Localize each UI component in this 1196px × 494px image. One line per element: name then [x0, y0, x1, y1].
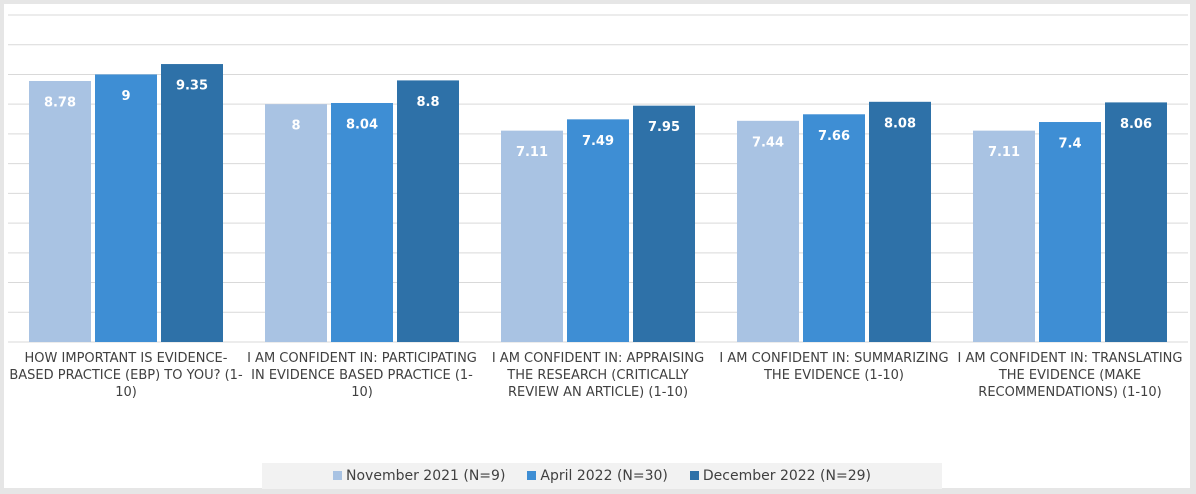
legend-swatch: [527, 471, 537, 480]
legend-swatch: [333, 471, 343, 480]
bar: [161, 64, 223, 343]
data-label: 7.44: [752, 135, 784, 150]
data-label: 8.08: [884, 116, 916, 131]
chart-area: 8.78 9 9.35 8 8.04 8.8 7.11 7.49 7.95 7.44 7.66 8.0…: [4, 4, 1190, 489]
data-label: 7.11: [988, 145, 1020, 160]
bar: [567, 119, 629, 342]
data-label: 7.66: [818, 129, 850, 144]
x-tick-label: I AM CONFIDENT IN: APPRAISING THE RESEAR…: [491, 351, 705, 400]
bar: [95, 74, 157, 343]
bar: [803, 114, 865, 342]
legend-swatch: [689, 471, 699, 480]
legend-label: December 2022 (N=29): [702, 468, 871, 484]
bar: [501, 130, 563, 342]
bar: [1039, 122, 1101, 342]
bar: [265, 104, 327, 342]
chart: 8.78 9 9.35 8 8.04 8.8 7.11 7.49 7.95 7.44 7.66 8.0…: [8, 14, 1188, 343]
data-label: 8.04: [346, 117, 378, 132]
bar: [29, 80, 91, 343]
data-label: 7.4: [1058, 137, 1081, 152]
data-label: 8.8: [416, 95, 439, 110]
bar: [973, 130, 1035, 342]
legend-item: November 2021 (N=9): [333, 468, 505, 484]
data-label: 9.35: [176, 79, 208, 94]
data-label: 8.06: [1120, 117, 1152, 132]
data-label: 7.11: [516, 145, 548, 160]
data-label: 9: [121, 89, 130, 104]
x-tick-label: I AM CONFIDENT IN: SUMMARIZING THE EVIDE…: [719, 351, 949, 383]
legend-label: April 2022 (N=30): [540, 468, 668, 484]
bar: [633, 105, 695, 342]
bar: [331, 102, 393, 342]
bar: [737, 120, 799, 342]
bar: [397, 80, 459, 343]
data-label: 8: [291, 119, 300, 134]
legend-label: November 2021 (N=9): [346, 468, 506, 484]
legend-item: December 2022 (N=29): [689, 468, 871, 484]
legend: November 2021 (N=9) April 2022 (N=30) Dece…: [262, 463, 942, 489]
data-label: 7.95: [648, 120, 680, 135]
data-label: 8.78: [44, 95, 76, 110]
bar: [1105, 102, 1167, 342]
x-tick-label: I AM CONFIDENT IN: TRANSLATING THE EVIDE…: [957, 351, 1183, 400]
data-label: 7.49: [582, 134, 614, 149]
x-tick-label: I AM CONFIDENT IN: PARTICIPATING IN EVID…: [247, 351, 477, 400]
legend-item: April 2022 (N=30): [527, 468, 668, 484]
bar: [869, 101, 931, 342]
x-tick-label: HOW IMPORTANT IS EVIDENCE-BASED PRACTICE…: [9, 351, 243, 400]
